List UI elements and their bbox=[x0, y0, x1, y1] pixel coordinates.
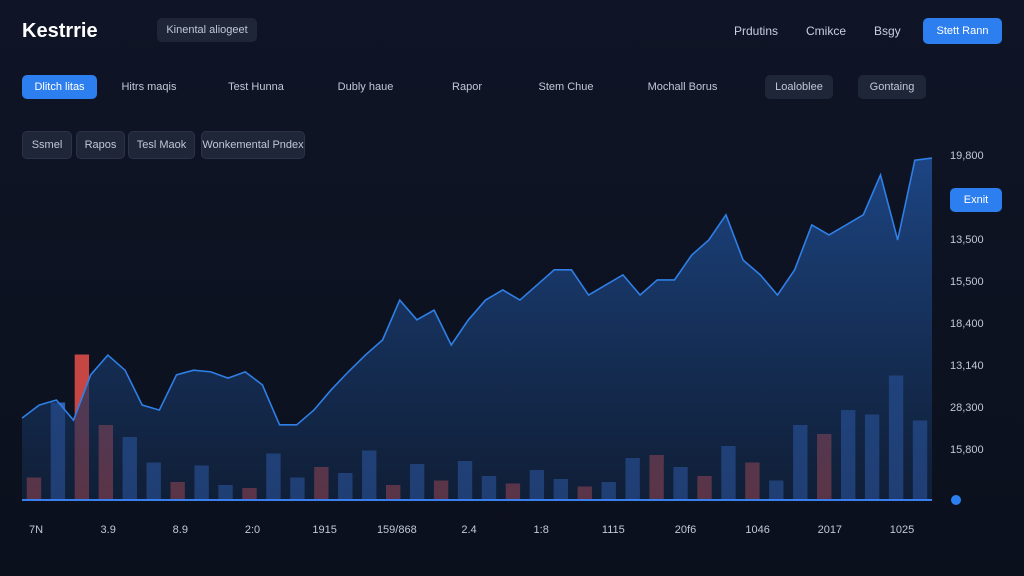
x-tick-label: 1025 bbox=[890, 524, 914, 536]
x-tick-label: 2.4 bbox=[461, 524, 476, 536]
x-tick-label: 1115 bbox=[602, 524, 625, 536]
x-tick-label: 2:0 bbox=[245, 524, 260, 536]
tab[interactable]: Hitrs maqis bbox=[121, 81, 177, 93]
search[interactable]: Kinental aliogeet bbox=[157, 18, 257, 42]
tab[interactable]: Stem Chue bbox=[538, 81, 594, 93]
filter-button[interactable]: Ssmel bbox=[22, 131, 72, 159]
tab[interactable]: Dubly haue bbox=[337, 81, 394, 93]
tab[interactable]: Gontaing bbox=[858, 75, 926, 99]
x-tick-label: 1915 bbox=[312, 524, 336, 536]
area-fill bbox=[22, 158, 932, 500]
y-tick-label: 15,500 bbox=[950, 276, 984, 288]
y-tick-label: 13,500 bbox=[950, 234, 984, 246]
x-tick-label: 159/868 bbox=[377, 524, 417, 536]
y-tick-label: 28,300 bbox=[950, 402, 984, 414]
tab[interactable]: Dlitch litas bbox=[22, 75, 97, 99]
x-tick-label: 20f6 bbox=[675, 524, 696, 536]
y-tick-label: 18,400 bbox=[950, 318, 984, 330]
nav-link[interactable]: Cmikce bbox=[806, 24, 847, 38]
tab[interactable]: Loaloblee bbox=[765, 75, 833, 99]
x-tick-label: 1046 bbox=[745, 524, 769, 536]
x-tick-label: 7N bbox=[29, 524, 43, 536]
x-tick-label: 2017 bbox=[818, 524, 842, 536]
nav-link[interactable]: Prdutins bbox=[734, 24, 779, 38]
logo[interactable]: Kestrrie bbox=[22, 20, 98, 42]
tab[interactable]: Mochall Borus bbox=[647, 81, 718, 93]
filter-button[interactable]: Tesl Maok bbox=[128, 131, 195, 159]
nav-link[interactable]: Bsgy bbox=[874, 24, 901, 38]
y-tick-label: 19,800 bbox=[950, 150, 984, 162]
filter-button[interactable]: Wonkemental Pndex bbox=[201, 131, 305, 159]
y-tick-label: 15,800 bbox=[950, 444, 984, 456]
side-button[interactable]: Exnit bbox=[950, 188, 1002, 212]
axis-dot bbox=[951, 495, 961, 505]
filter-button[interactable]: Rapos bbox=[76, 131, 125, 159]
x-tick-label: 3.9 bbox=[101, 524, 116, 536]
tab[interactable]: Rapor bbox=[452, 81, 482, 93]
price-line bbox=[21, 157, 933, 426]
cta-button[interactable]: Stett Rann bbox=[923, 18, 1002, 44]
tab[interactable]: Test Hunna bbox=[228, 81, 284, 93]
x-tick-label: 1:8 bbox=[534, 524, 549, 536]
x-tick-label: 8.9 bbox=[173, 524, 188, 536]
y-tick-label: 13,140 bbox=[950, 360, 984, 372]
